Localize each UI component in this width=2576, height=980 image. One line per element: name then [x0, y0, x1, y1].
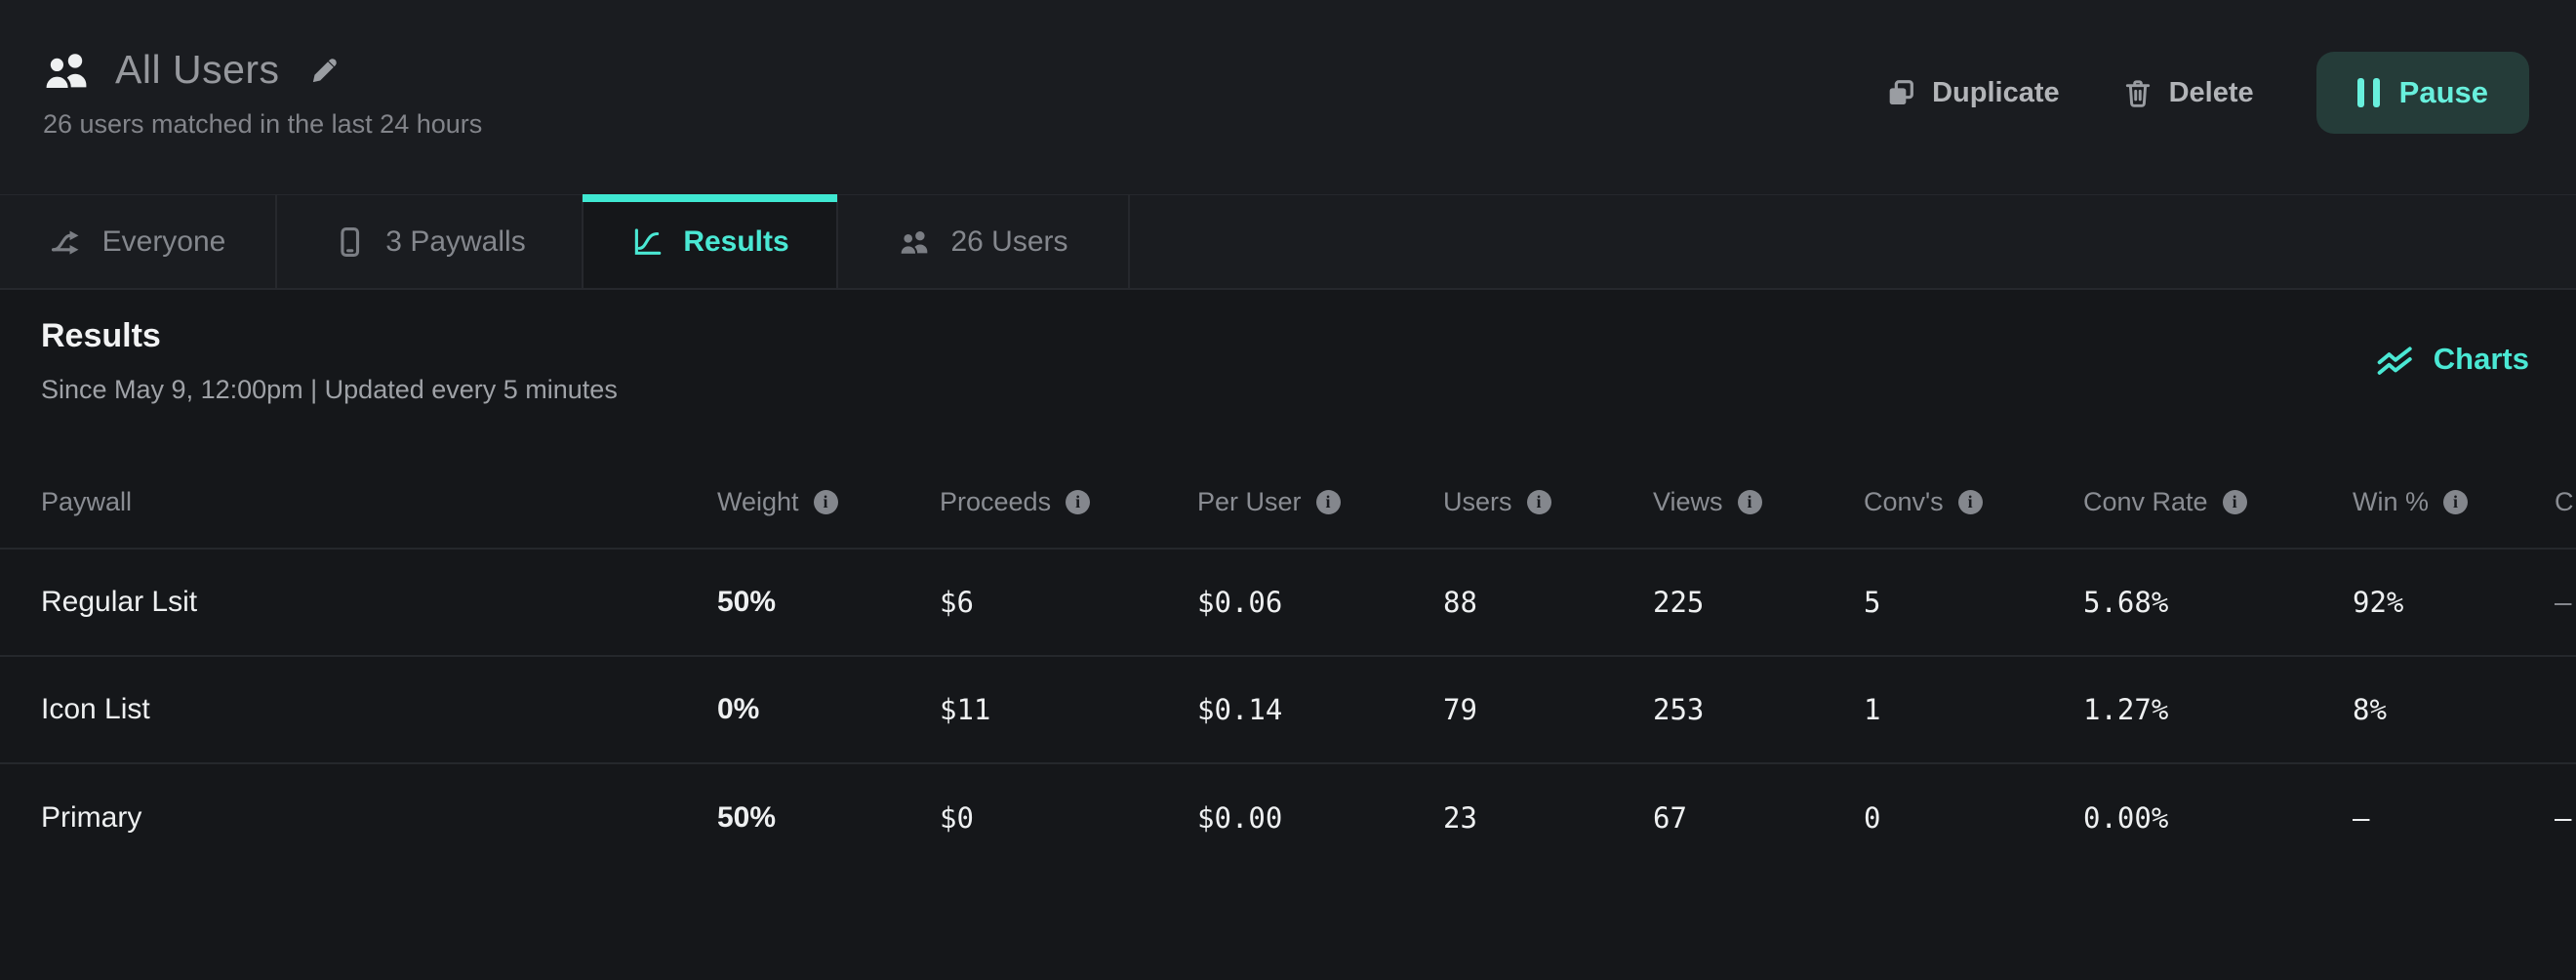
- col-proceeds-label: Proceeds: [940, 487, 1052, 516]
- chart-curve-icon: [635, 227, 662, 255]
- convs-value: 0: [1864, 801, 1881, 835]
- copy-icon: [1889, 80, 1914, 104]
- trash-icon: [2125, 80, 2150, 107]
- weight-value: 0%: [717, 693, 760, 725]
- col-users-label: Users: [1443, 487, 1512, 516]
- trending-chart-icon: [2377, 347, 2412, 375]
- paywall-name: Regular Lsit: [41, 586, 198, 618]
- info-icon[interactable]: i: [2222, 490, 2247, 514]
- duplicate-button[interactable]: Duplicate: [1885, 76, 2060, 109]
- col-truncated-label: C: [2555, 487, 2574, 516]
- info-icon[interactable]: i: [1315, 490, 1341, 514]
- paywall-name: Icon List: [41, 693, 150, 725]
- tab-users[interactable]: 26 Users: [838, 195, 1130, 288]
- tab-users-label: 26 Users: [950, 225, 1068, 258]
- col-conv-rate: Conv Rate i: [2083, 487, 2353, 517]
- win-value: 92%: [2353, 586, 2404, 619]
- info-icon[interactable]: i: [1737, 490, 1762, 514]
- col-per-user-label: Per User: [1197, 487, 1302, 516]
- pause-label: Pause: [2398, 75, 2488, 109]
- weight-value: 50%: [717, 801, 777, 834]
- col-truncated: C: [2555, 487, 2576, 517]
- truncated-value: –: [2555, 586, 2572, 619]
- win-value: 8%: [2353, 693, 2387, 726]
- win-value: –: [2353, 801, 2370, 835]
- per-user-value: $0.00: [1197, 801, 1283, 835]
- truncated-value: –: [2555, 801, 2572, 835]
- users-value: 88: [1443, 586, 1477, 619]
- tab-results[interactable]: Results: [583, 194, 838, 288]
- page-title: All Users: [115, 47, 280, 92]
- phone-icon: [341, 226, 360, 257]
- results-table: Paywall Weight i Proceeds i Per User i User…: [0, 457, 2576, 872]
- info-icon[interactable]: i: [2443, 490, 2469, 514]
- per-user-value: $0.14: [1197, 693, 1283, 726]
- edit-pencil-icon[interactable]: [309, 55, 341, 86]
- results-heading: Results: [41, 317, 161, 354]
- col-convs-label: Conv's: [1864, 487, 1944, 516]
- tab-paywalls-label: 3 Paywalls: [385, 225, 526, 258]
- info-icon[interactable]: i: [813, 490, 838, 514]
- duplicate-label: Duplicate: [1932, 76, 2060, 108]
- paywall-name: Primary: [41, 801, 142, 834]
- col-views: Views i: [1653, 487, 1864, 517]
- info-icon[interactable]: i: [1957, 490, 1983, 514]
- col-win: Win % i: [2353, 487, 2555, 517]
- title-row: All Users: [41, 47, 341, 93]
- matched-users-subtitle: 26 users matched in the last 24 hours: [43, 109, 483, 139]
- convs-value: 5: [1864, 586, 1881, 619]
- col-per-user: Per User i: [1197, 487, 1443, 517]
- delete-button[interactable]: Delete: [2122, 76, 2254, 109]
- col-paywall-label: Paywall: [41, 487, 133, 516]
- charts-button[interactable]: Charts: [2375, 342, 2529, 377]
- table-header-row: Paywall Weight i Proceeds i Per User i User…: [0, 457, 2576, 550]
- page-header: All Users 26 users matched in the last 2…: [0, 0, 2576, 194]
- users-value: 23: [1443, 801, 1477, 835]
- pause-button[interactable]: Pause: [2315, 52, 2529, 134]
- convs-value: 1: [1864, 693, 1881, 726]
- table-row: Primary 50% $0 $0.00 23 67 0 0.00% – –: [0, 764, 2576, 872]
- tab-paywalls[interactable]: 3 Paywalls: [277, 195, 584, 288]
- conv-rate-value: 1.27%: [2083, 693, 2169, 726]
- col-conv-rate-label: Conv Rate: [2083, 487, 2208, 516]
- table-row: Icon List 0% $11 $0.14 79 253 1 1.27% 8%: [0, 657, 2576, 764]
- views-value: 67: [1653, 801, 1687, 835]
- split-arrows-icon: [51, 230, 79, 255]
- col-paywall: Paywall: [0, 487, 717, 517]
- charts-label: Charts: [2433, 342, 2529, 376]
- conv-rate-value: 5.68%: [2083, 586, 2169, 619]
- pause-icon: [2356, 78, 2380, 107]
- users-icon: [900, 230, 928, 256]
- tab-bar: Everyone 3 Paywalls Results: [0, 194, 2576, 290]
- col-win-label: Win %: [2353, 487, 2430, 516]
- col-views-label: Views: [1653, 487, 1723, 516]
- tab-everyone-label: Everyone: [101, 225, 226, 258]
- tab-everyone[interactable]: Everyone: [0, 195, 277, 288]
- views-value: 253: [1653, 693, 1705, 726]
- col-users: Users i: [1443, 487, 1653, 517]
- views-value: 225: [1653, 586, 1705, 619]
- col-proceeds: Proceeds i: [940, 487, 1197, 517]
- table-row: Regular Lsit 50% $6 $0.06 88 225 5 5.68%…: [0, 550, 2576, 657]
- col-weight-label: Weight: [717, 487, 799, 516]
- results-subheading: Since May 9, 12:00pm | Updated every 5 m…: [41, 375, 618, 404]
- tab-results-label: Results: [683, 225, 789, 258]
- users-icon: [43, 53, 87, 91]
- weight-value: 50%: [717, 586, 777, 618]
- header-actions: Duplicate Delete Pause: [1885, 52, 2529, 134]
- per-user-value: $0.06: [1197, 586, 1283, 619]
- proceeds-value: $11: [940, 693, 991, 726]
- conv-rate-value: 0.00%: [2083, 801, 2169, 835]
- delete-label: Delete: [2168, 76, 2254, 108]
- col-weight: Weight i: [717, 487, 940, 517]
- info-icon[interactable]: i: [1526, 490, 1551, 514]
- proceeds-value: $6: [940, 586, 974, 619]
- proceeds-value: $0: [940, 801, 974, 835]
- col-convs: Conv's i: [1864, 487, 2083, 517]
- users-value: 79: [1443, 693, 1477, 726]
- info-icon[interactable]: i: [1066, 490, 1091, 514]
